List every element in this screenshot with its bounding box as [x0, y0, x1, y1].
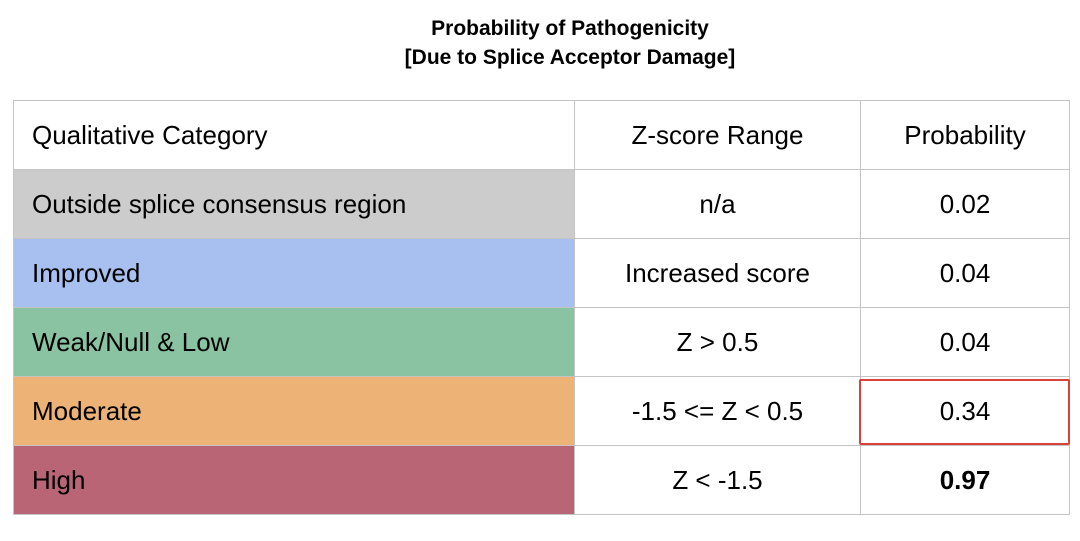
table-header-row: Qualitative Category Z-score Range Proba… — [13, 100, 1070, 170]
category-cell-improved: Improved — [13, 238, 575, 308]
table-row: High Z < -1.5 0.97 — [13, 445, 1070, 515]
page-title: Probability of Pathogenicity [Due to Spl… — [0, 14, 1080, 72]
header-z-score-range: Z-score Range — [574, 100, 861, 170]
header-probability: Probability — [860, 100, 1070, 170]
probability-cell-bold: 0.97 — [860, 445, 1070, 515]
table-row: Moderate -1.5 <= Z < 0.5 0.34 — [13, 376, 1070, 446]
table-row: Weak/Null & Low Z > 0.5 0.04 — [13, 307, 1070, 377]
category-cell-moderate: Moderate — [13, 376, 575, 446]
probability-cell-highlighted: 0.34 — [860, 376, 1070, 446]
probability-cell: 0.04 — [860, 307, 1070, 377]
category-cell-weak-null-low: Weak/Null & Low — [13, 307, 575, 377]
header-qualitative-category: Qualitative Category — [13, 100, 575, 170]
table-row: Outside splice consensus region n/a 0.02 — [13, 169, 1070, 239]
title-line-2: [Due to Splice Acceptor Damage] — [404, 46, 736, 69]
table-row: Improved Increased score 0.04 — [13, 238, 1070, 308]
z-range-cell: Increased score — [574, 238, 861, 308]
probability-cell: 0.02 — [860, 169, 1070, 239]
z-range-cell: Z < -1.5 — [574, 445, 861, 515]
title-line-1: Probability of Pathogenicity — [431, 17, 709, 40]
probability-cell: 0.04 — [860, 238, 1070, 308]
category-cell-high: High — [13, 445, 575, 515]
z-range-cell: -1.5 <= Z < 0.5 — [574, 376, 861, 446]
category-cell-outside-consensus: Outside splice consensus region — [13, 169, 575, 239]
z-range-cell: Z > 0.5 — [574, 307, 861, 377]
probability-table: Qualitative Category Z-score Range Proba… — [13, 100, 1070, 515]
z-range-cell: n/a — [574, 169, 861, 239]
